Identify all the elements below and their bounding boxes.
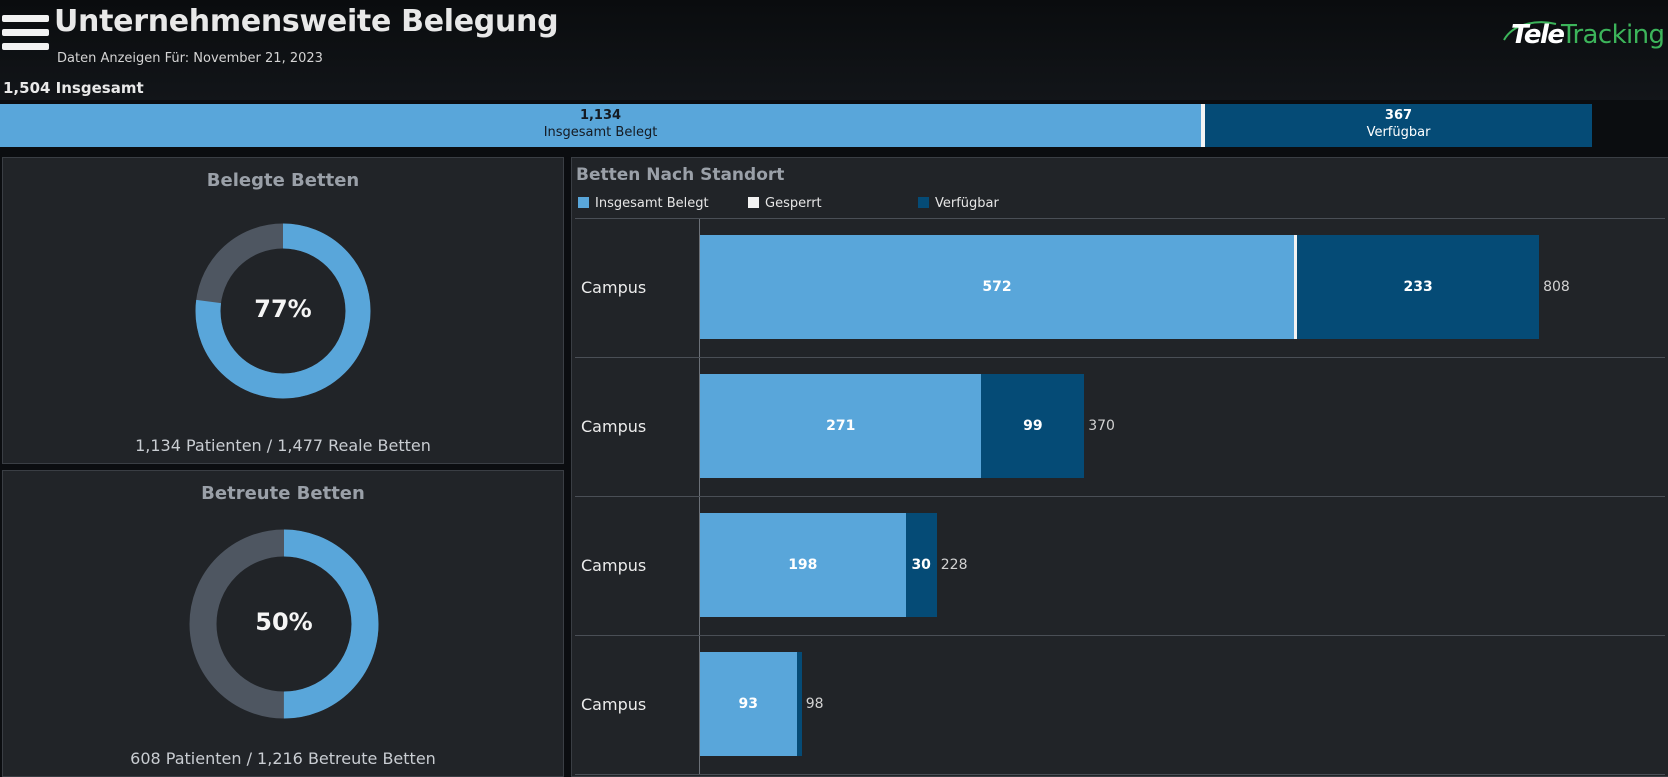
occupied-donut-chart <box>195 223 371 399</box>
total-count: 1,504 Insgesamt <box>3 79 144 97</box>
summary-divider <box>1201 104 1205 147</box>
legend-item-occupied[interactable]: Insgesamt Belegt <box>578 196 709 211</box>
occupied-beds-donut[interactable]: 77% <box>195 223 371 399</box>
bar-available[interactable] <box>796 652 802 756</box>
legend-swatch-locked <box>748 197 759 208</box>
staffed-beds-donut[interactable]: 50% <box>189 529 379 719</box>
beds-by-location-title: Betten Nach Standort <box>576 165 785 185</box>
staffed-donut-arc <box>189 529 379 719</box>
bar-total-label[interactable]: 808 <box>1543 279 1570 295</box>
beds-by-location-chart: Campus 572 233 808 Campus 271 99 370 Campus 198 30… <box>575 218 1665 775</box>
summary-occupied-label: Insgesamt Belegt <box>543 125 658 140</box>
legend-swatch-available <box>918 197 929 208</box>
bar-available[interactable]: 30 <box>905 513 937 617</box>
date-subtitle: Daten Anzeigen Für: November 21, 2023 <box>57 51 323 66</box>
summary-available-label: Verfügbar <box>1366 125 1431 140</box>
occupied-beds-title: Belegte Betten <box>206 170 360 191</box>
teletracking-logo: Tele Tracking <box>1500 18 1666 58</box>
bar-total-label[interactable]: 228 <box>940 557 968 573</box>
legend-swatch-occupied <box>578 197 589 208</box>
bar-occupied[interactable]: 271 <box>700 374 982 478</box>
bar-available[interactable]: 233 <box>1297 235 1540 339</box>
staffed-beds-title: Betreute Betten <box>201 483 365 504</box>
staffed-percent: 50% <box>255 608 313 636</box>
bar-locked[interactable] <box>1294 235 1298 339</box>
chart-row-separator <box>575 635 1665 636</box>
bar-occupied[interactable]: 93 <box>700 652 797 756</box>
legend-label-occupied: Insgesamt Belegt <box>595 196 709 211</box>
occupied-beds-caption: 1,134 Patienten / 1,477 Reale Betten <box>135 436 431 455</box>
summary-available-segment[interactable]: 367 Verfügbar <box>1205 104 1592 147</box>
bar-total-label[interactable]: 370 <box>1088 418 1115 434</box>
logo-swoosh-icon <box>1503 21 1557 41</box>
bar-occupied[interactable]: 572 <box>700 235 1295 339</box>
staffed-donut-chart <box>189 529 379 719</box>
logo-text-tracking: Tracking <box>1561 20 1665 50</box>
row-label-campus: Campus <box>581 695 647 714</box>
row-label-campus: Campus <box>581 556 647 575</box>
summary-occupied-value: 1,134 <box>579 108 622 123</box>
bar-total-label[interactable]: 98 <box>805 696 824 712</box>
summary-occupied-segment[interactable]: 1,134 Insgesamt Belegt <box>0 104 1201 147</box>
menu-icon[interactable] <box>2 15 49 57</box>
summary-bar: 1,134 Insgesamt Belegt 367 Verfügbar <box>0 104 1592 147</box>
row-label-campus: Campus <box>581 278 647 297</box>
legend-label-available: Verfügbar <box>935 196 999 211</box>
bar-occupied[interactable]: 198 <box>700 513 906 617</box>
top-bar <box>0 0 1668 100</box>
logo-text-tele: Tele <box>1511 20 1565 50</box>
occupied-percent: 77% <box>254 295 312 323</box>
beds-by-location-panel: Betten Nach Standort Insgesamt Belegt Ge… <box>571 157 1668 777</box>
chart-row-separator <box>575 218 1665 219</box>
occupied-donut-arc <box>195 223 371 399</box>
summary-available-value: 367 <box>1384 108 1413 123</box>
page-title: Unternehmensweite Belegung <box>54 4 559 39</box>
staffed-beds-panel: Betreute Betten 50% 608 Patienten / 1,21… <box>2 470 564 777</box>
legend-label-locked: Gesperrt <box>765 196 822 211</box>
chart-row-separator <box>575 496 1665 497</box>
legend-item-locked[interactable]: Gesperrt <box>748 196 822 211</box>
row-label-campus: Campus <box>581 417 647 436</box>
occupied-beds-panel: Belegte Betten 77% 1,134 Patienten / 1,4… <box>2 157 564 464</box>
chart-row-separator <box>575 357 1665 358</box>
staffed-beds-caption: 608 Patienten / 1,216 Betreute Betten <box>130 749 436 768</box>
bar-available[interactable]: 99 <box>981 374 1085 478</box>
chart-row-separator <box>575 774 1665 775</box>
legend-item-available[interactable]: Verfügbar <box>918 196 999 211</box>
